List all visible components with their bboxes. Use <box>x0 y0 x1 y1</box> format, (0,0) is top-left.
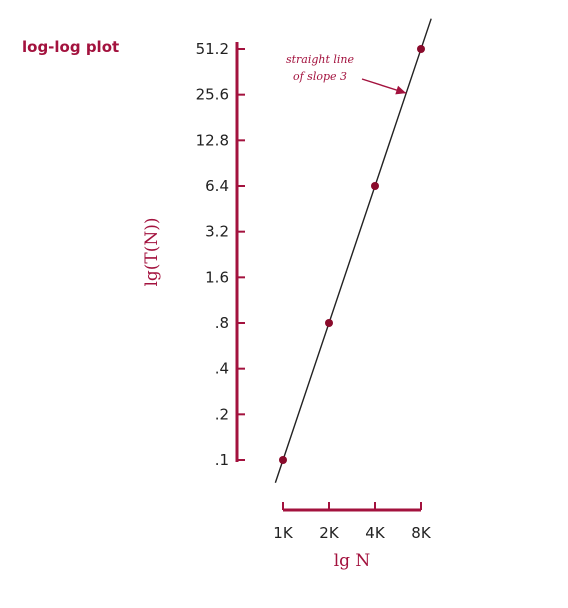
annotation-line-2: of slope 3 <box>293 70 347 83</box>
y-tick-label: 12.8 <box>196 131 229 149</box>
y-tick-label: 3.2 <box>205 223 229 241</box>
x-axis-tick-labels: 1K 2K 4K 8K <box>273 524 432 542</box>
y-tick-label: 6.4 <box>205 177 229 195</box>
x-tick-label: 4K <box>365 524 386 542</box>
y-axis-title: lg(T(N)) <box>142 217 162 286</box>
y-tick-label: .2 <box>215 405 229 423</box>
x-axis-title: lg N <box>334 551 371 571</box>
annotation-line-1: straight line <box>286 53 355 66</box>
data-point <box>279 456 287 464</box>
y-tick-label: 51.2 <box>196 40 229 58</box>
y-tick-label: .1 <box>215 451 229 469</box>
data-points-layer <box>279 45 425 464</box>
y-tick-label: .4 <box>215 360 229 378</box>
data-point <box>417 45 425 53</box>
chart-title: log-log plot <box>22 38 119 56</box>
data-point <box>371 182 379 190</box>
x-axis-ticks <box>282 502 422 510</box>
y-tick-label: .8 <box>215 314 229 332</box>
y-tick-label: 1.6 <box>205 268 229 286</box>
y-axis-ticks <box>237 48 245 461</box>
x-tick-label: 1K <box>273 524 294 542</box>
x-tick-label: 8K <box>411 524 432 542</box>
data-point <box>325 319 333 327</box>
y-axis-tick-labels: 51.2 25.6 12.8 6.4 3.2 1.6 .8 .4 .2 .1 <box>196 40 229 469</box>
annotation-arrowhead <box>395 85 407 95</box>
x-tick-label: 2K <box>319 524 340 542</box>
fit-line-layer <box>274 18 432 483</box>
y-tick-label: 25.6 <box>196 86 229 104</box>
slope-3-fit-line <box>274 18 432 483</box>
